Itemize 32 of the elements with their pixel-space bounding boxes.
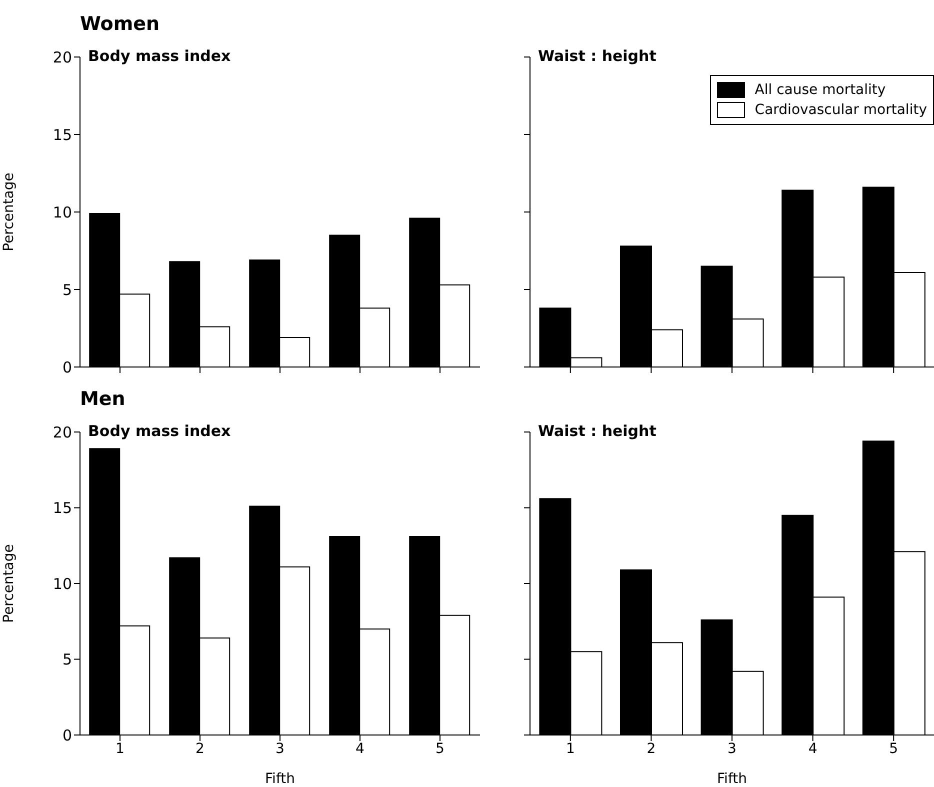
- y-tick-label: 0: [62, 358, 72, 376]
- x-tick-label: 1: [566, 740, 575, 757]
- chart-subtitle: Waist : height: [538, 422, 656, 440]
- y-axis-title: Percentage: [0, 172, 17, 252]
- legend-label: Cardiovascular mortality: [754, 101, 927, 120]
- x-tick-label: 1: [116, 740, 124, 757]
- chart-title: Women: [80, 13, 160, 35]
- y-tick-label: 10: [52, 574, 72, 593]
- legend-label: All cause mortality: [754, 81, 886, 100]
- y-tick-label: 5: [62, 650, 72, 669]
- y-tick-label: 20: [52, 423, 72, 442]
- x-axis-title: Fifth: [717, 771, 747, 787]
- y-tick-label: 5: [62, 280, 72, 299]
- x-tick-label: 5: [436, 740, 444, 757]
- x-tick-label: 2: [196, 740, 204, 757]
- chart-subtitle: Body mass index: [88, 47, 231, 65]
- chart-title: Men: [80, 388, 126, 410]
- chart-subtitle: Waist : height: [538, 47, 656, 65]
- x-tick-label: 4: [808, 740, 818, 757]
- y-tick-label: 15: [52, 499, 72, 518]
- y-tick-label: 10: [52, 203, 72, 222]
- x-tick-label: 2: [646, 740, 656, 757]
- y-tick-label: 20: [52, 48, 72, 66]
- chart-subtitle: Body mass index: [88, 422, 231, 440]
- x-tick-label: 3: [728, 740, 736, 757]
- y-tick-label: 0: [62, 726, 72, 744]
- y-tick-label: 15: [52, 126, 72, 144]
- x-tick-label: 5: [889, 740, 898, 757]
- y-axis-title: Percentage: [0, 544, 17, 623]
- x-axis-title: Fifth: [265, 771, 295, 787]
- x-tick-label: 4: [356, 740, 365, 757]
- x-tick-label: 3: [276, 740, 284, 757]
